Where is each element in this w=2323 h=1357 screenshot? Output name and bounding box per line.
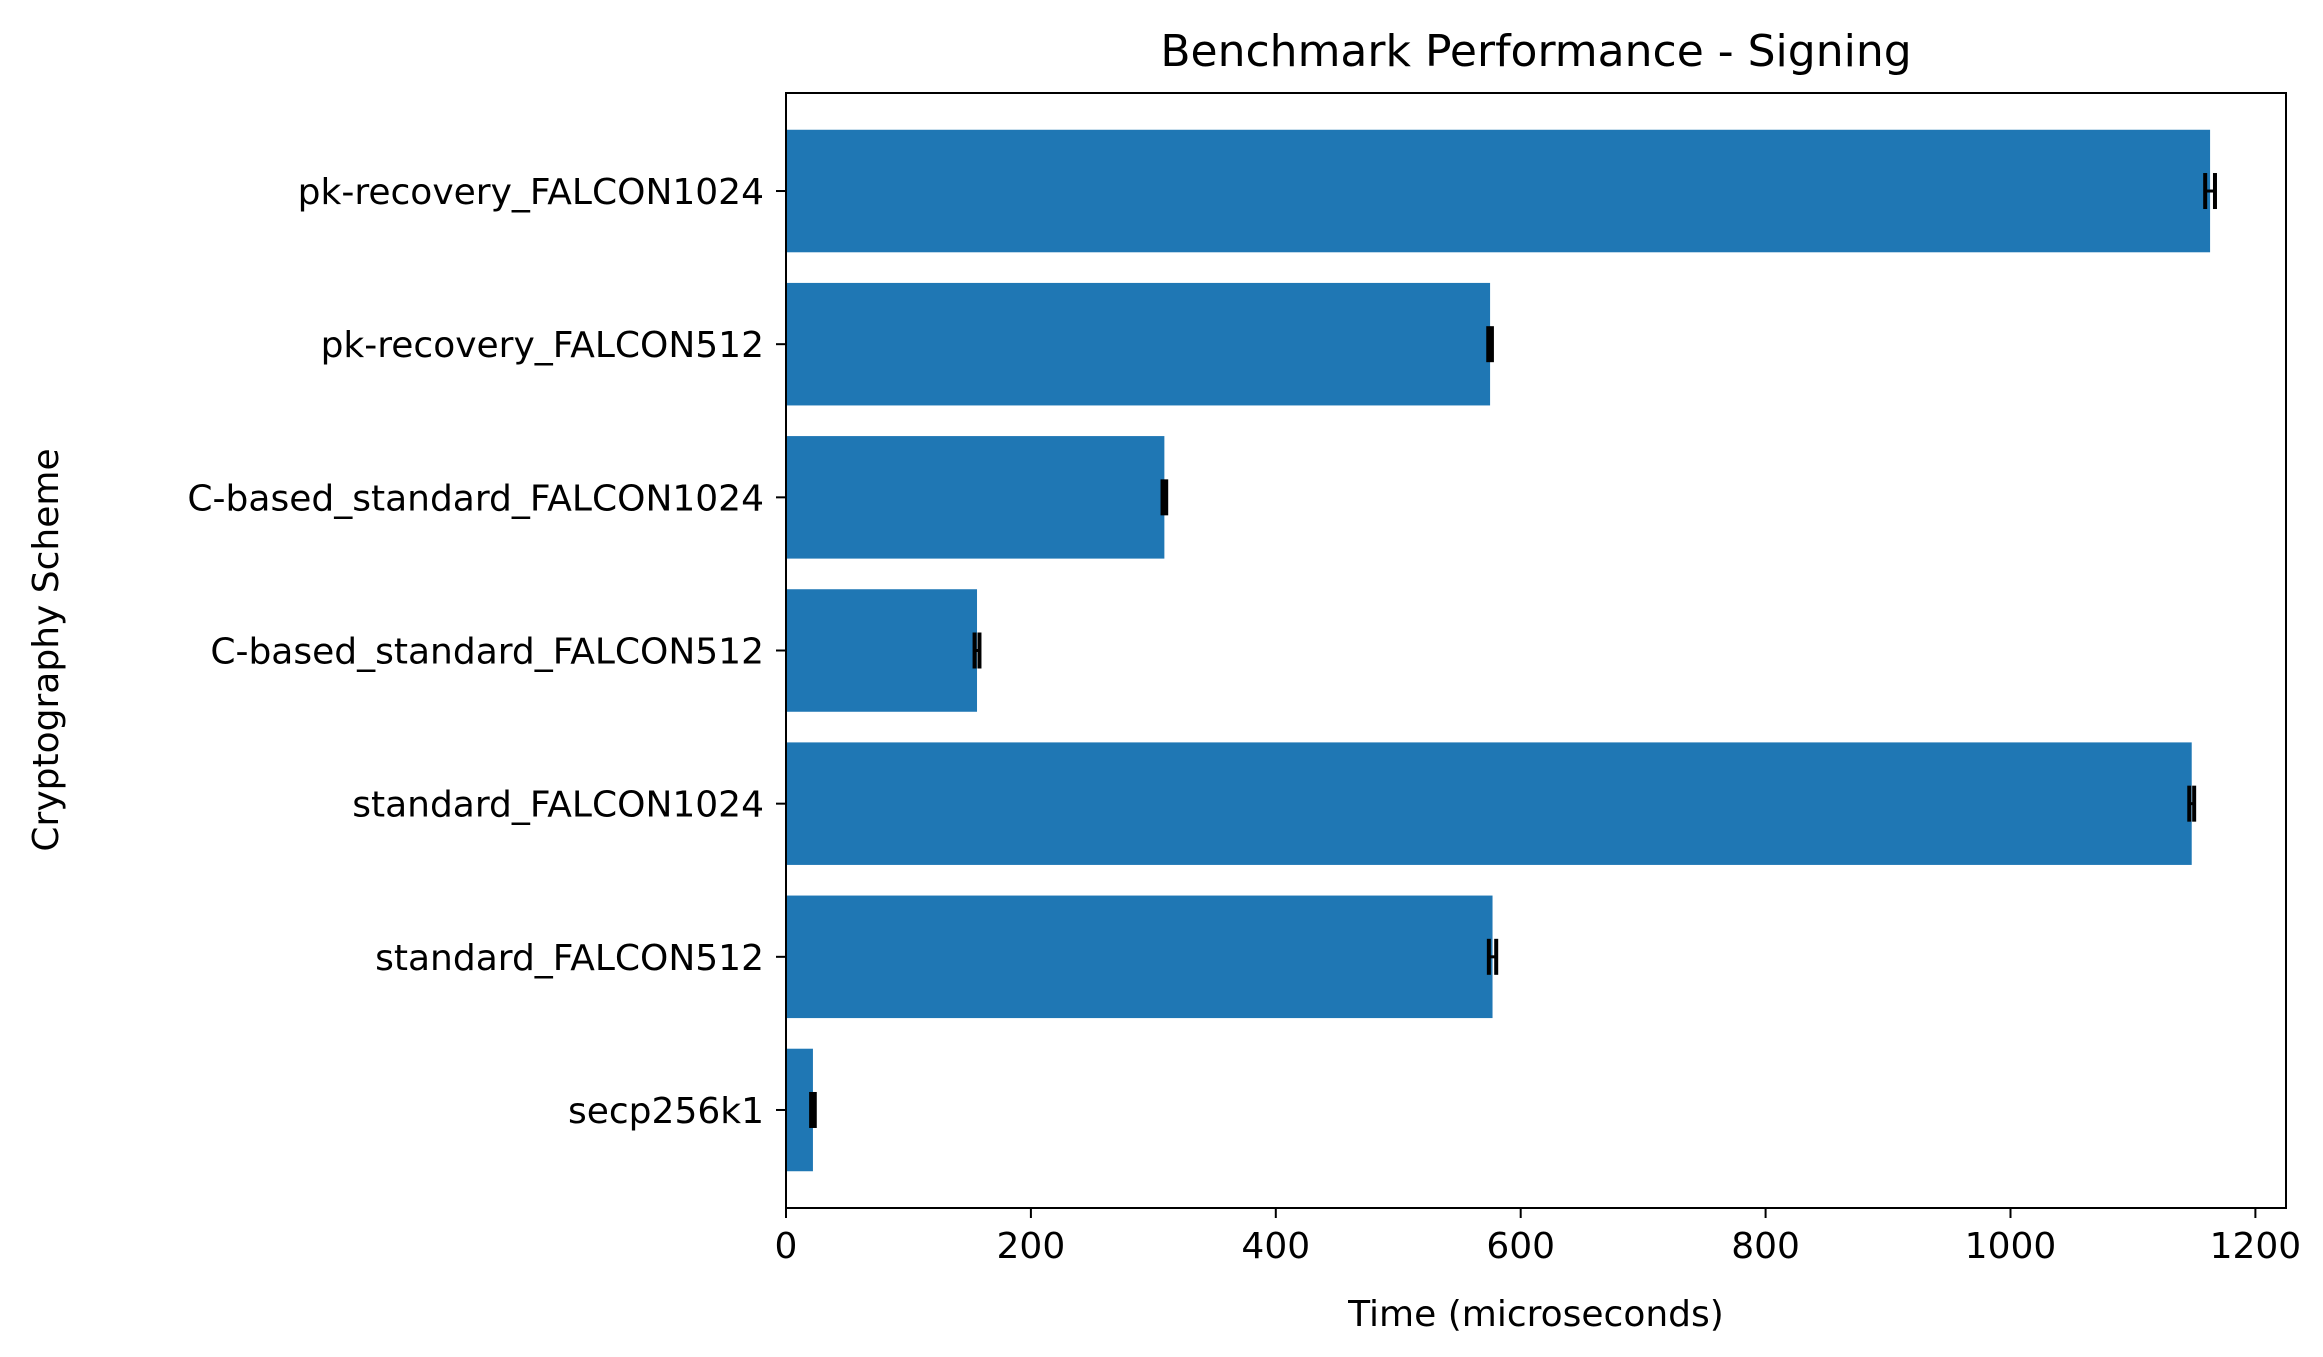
y-tick-label: standard_FALCON1024 (352, 785, 764, 826)
error-bar-secp256k1 (809, 1091, 817, 1128)
y-tick-label: C-based_standard_FALCON1024 (187, 478, 764, 519)
error-bar-C-based_standard_FALCON512 (972, 632, 982, 669)
error-bar-pk-recovery_FALCON1024 (2203, 173, 2217, 210)
chart-title: Benchmark Performance - Signing (1160, 26, 1911, 77)
y-tick-label: C-based_standard_FALCON512 (210, 632, 764, 673)
bar-C-based_standard_FALCON1024 (786, 436, 1165, 559)
x-tick-label: 400 (1241, 1226, 1310, 1267)
plot-frame (785, 92, 2287, 1209)
x-axis: 0 200 400 600 800 1000 1200 (775, 1208, 2302, 1267)
y-tick-label: pk-recovery_FALCON1024 (298, 172, 764, 213)
bar-standard_FALCON512 (786, 895, 1493, 1019)
x-tick-label: 800 (1731, 1226, 1800, 1267)
y-axis: secp256k1 standard_FALCON512 standard_FALC… (187, 172, 786, 1132)
error-bar-C-based_standard_FALCON1024 (1160, 479, 1169, 516)
x-tick-label: 0 (775, 1226, 798, 1267)
x-tick-label: 1200 (2210, 1226, 2302, 1267)
error-bar-pk-recovery_FALCON512 (1486, 326, 1494, 363)
x-tick-label: 1000 (1965, 1226, 2057, 1267)
x-axis-label: Time (microseconds) (1347, 1294, 1724, 1335)
error-bar-standard_FALCON1024 (2187, 785, 2197, 822)
error-bars-group (809, 173, 2217, 1128)
x-tick-label: 600 (1486, 1226, 1555, 1267)
bar-secp256k1 (786, 1048, 813, 1172)
y-tick-label: pk-recovery_FALCON512 (321, 325, 764, 366)
y-tick-label: secp256k1 (568, 1091, 764, 1132)
bar-pk-recovery_FALCON1024 (786, 129, 2211, 253)
bars-group (786, 129, 2211, 1172)
bar-pk-recovery_FALCON512 (786, 282, 1491, 406)
x-tick-label: 200 (997, 1226, 1066, 1267)
y-axis-label: Cryptography Scheme (26, 448, 67, 851)
y-tick-label: standard_FALCON512 (375, 938, 764, 979)
bar-standard_FALCON1024 (786, 742, 2192, 865)
bar-C-based_standard_FALCON512 (786, 589, 978, 712)
error-bar-standard_FALCON512 (1486, 938, 1499, 975)
